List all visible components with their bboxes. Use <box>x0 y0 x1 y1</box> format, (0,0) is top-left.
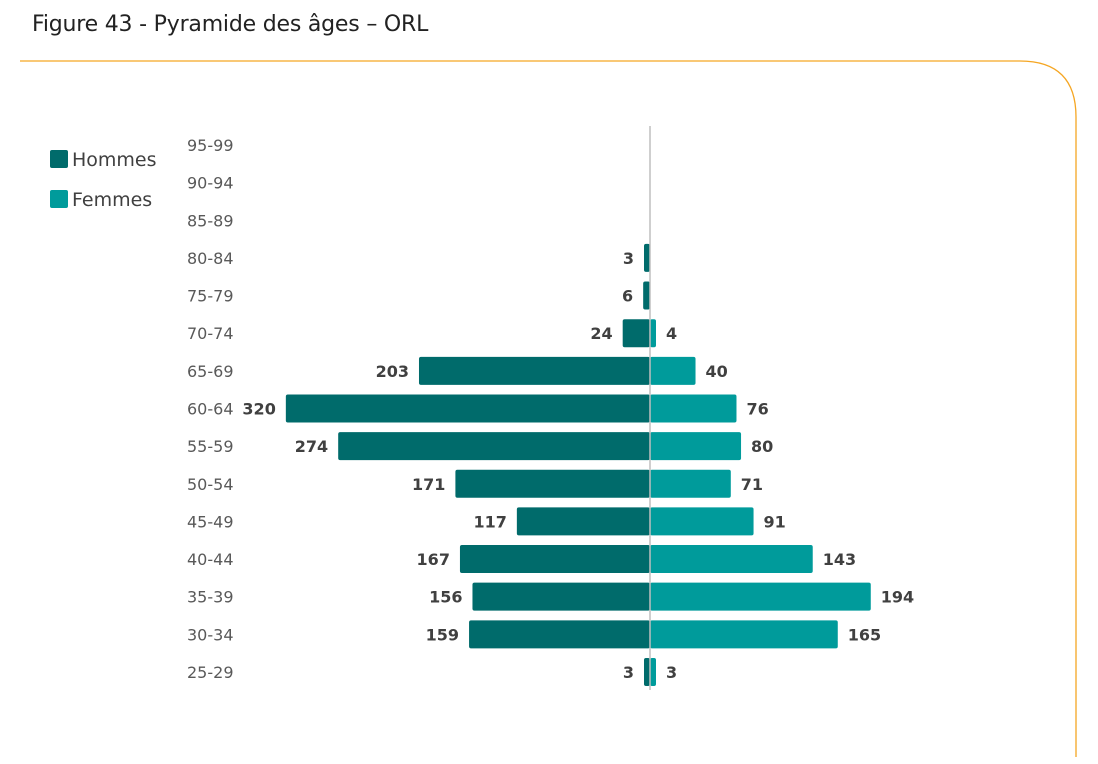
data-label-hommes-70-74: 24 <box>590 324 612 343</box>
bar-hommes-25-29 <box>644 657 650 686</box>
bar-hommes-65-69 <box>418 356 650 385</box>
tick-label-70-74: 70-74 <box>187 324 234 343</box>
bar-hommes-50-54 <box>455 469 650 498</box>
legend-swatch-femmes <box>50 190 68 208</box>
data-label-hommes-35-39: 156 <box>429 588 462 607</box>
data-label-femmes-50-54: 71 <box>741 475 763 494</box>
tick-label-40-44: 40-44 <box>187 550 234 569</box>
data-label-hommes-25-29: 3 <box>623 663 634 682</box>
bar-hommes-70-74 <box>622 319 650 348</box>
tick-label-45-49: 45-49 <box>187 512 234 531</box>
bar-femmes-45-49 <box>650 507 754 536</box>
tick-label-50-54: 50-54 <box>187 475 234 494</box>
bar-hommes-35-39 <box>472 582 650 611</box>
data-label-femmes-45-49: 91 <box>764 512 786 531</box>
data-label-hommes-45-49: 117 <box>473 512 506 531</box>
tick-label-25-29: 25-29 <box>187 663 234 682</box>
bar-femmes-40-44 <box>650 545 813 574</box>
data-label-hommes-30-34: 159 <box>426 625 459 644</box>
data-label-femmes-60-64: 76 <box>746 399 768 418</box>
bar-femmes-70-74 <box>650 319 656 348</box>
legend: Hommes Femmes <box>50 149 157 211</box>
bar-hommes-45-49 <box>516 507 650 536</box>
data-label-femmes-55-59: 80 <box>751 437 773 456</box>
frame-border <box>20 60 1077 757</box>
tick-label-60-64: 60-64 <box>187 399 234 418</box>
bar-femmes-30-34 <box>650 620 838 649</box>
tick-label-95-99: 95-99 <box>187 136 234 155</box>
legend-swatch-hommes <box>50 150 68 168</box>
data-labels: 3 6 24 4 203 40 320 76 274 80 171 71 117 91 167 143 156 1… <box>242 249 914 682</box>
y-axis-tick-labels: 95-99 90-94 85-89 80-84 75-79 70-74 65-69 60-64… <box>187 136 234 682</box>
data-label-femmes-30-34: 165 <box>848 625 881 644</box>
tick-label-30-34: 30-34 <box>187 625 234 644</box>
tick-label-75-79: 75-79 <box>187 287 234 306</box>
data-label-femmes-40-44: 143 <box>823 550 856 569</box>
data-label-femmes-35-39: 194 <box>881 588 914 607</box>
tick-label-80-84: 80-84 <box>187 249 234 268</box>
figure-title: Figure 43 - Pyramide des âges – ORL <box>32 12 429 37</box>
data-label-hommes-55-59: 274 <box>295 437 328 456</box>
bars <box>285 243 871 686</box>
tick-label-65-69: 65-69 <box>187 362 234 381</box>
bar-femmes-60-64 <box>650 394 737 423</box>
data-label-femmes-65-69: 40 <box>706 362 728 381</box>
data-label-hommes-65-69: 203 <box>376 362 409 381</box>
data-label-femmes-25-29: 3 <box>666 663 677 682</box>
data-label-hommes-60-64: 320 <box>242 399 275 418</box>
data-label-hommes-75-79: 6 <box>622 287 633 306</box>
tick-label-35-39: 35-39 <box>187 588 234 607</box>
bar-femmes-35-39 <box>650 582 871 611</box>
data-label-hommes-40-44: 167 <box>417 550 450 569</box>
bar-femmes-50-54 <box>650 469 731 498</box>
bar-hommes-80-84 <box>644 243 650 272</box>
bar-hommes-55-59 <box>338 432 650 461</box>
bar-hommes-75-79 <box>643 281 650 310</box>
bar-hommes-60-64 <box>285 394 650 423</box>
bar-femmes-65-69 <box>650 356 696 385</box>
data-label-femmes-70-74: 4 <box>666 324 677 343</box>
data-label-hommes-80-84: 3 <box>623 249 634 268</box>
bar-femmes-25-29 <box>650 657 656 686</box>
tick-label-90-94: 90-94 <box>187 174 234 193</box>
tick-label-55-59: 55-59 <box>187 437 234 456</box>
bar-hommes-40-44 <box>459 545 650 574</box>
bar-femmes-55-59 <box>650 432 742 461</box>
data-label-hommes-50-54: 171 <box>412 475 445 494</box>
tick-label-85-89: 85-89 <box>187 211 234 230</box>
bar-hommes-30-34 <box>469 620 650 649</box>
legend-label-femmes: Femmes <box>72 189 152 211</box>
legend-label-hommes: Hommes <box>72 149 157 171</box>
